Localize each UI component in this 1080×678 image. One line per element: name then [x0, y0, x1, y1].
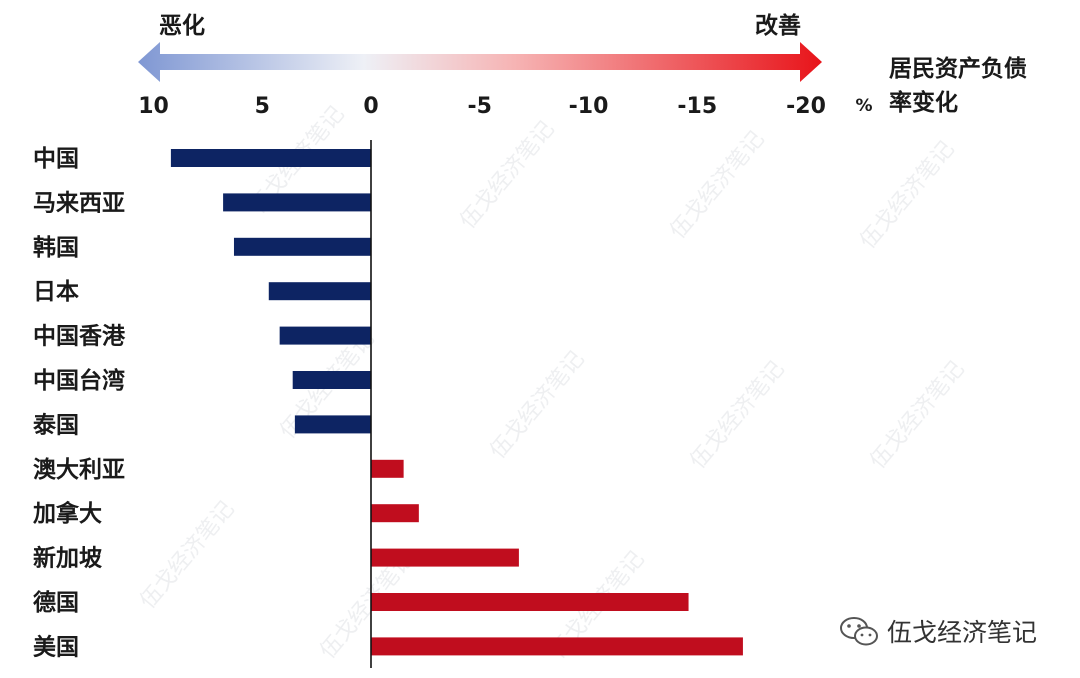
svg-text:伍戈经济笔记: 伍戈经济笔记 [135, 497, 239, 614]
svg-text:伍戈经济笔记: 伍戈经济笔记 [855, 137, 959, 254]
x-tick-labels: 10 5 0 -5 -10 -15 -20 [138, 94, 826, 119]
category-label-3: 日本 [33, 279, 79, 305]
arrow-right-label: 改善 [755, 12, 801, 39]
source-badge: 伍戈经济笔记 [840, 617, 1037, 647]
category-label-11: 美国 [33, 633, 79, 660]
x-axis-label-line2: 率变化 [889, 89, 958, 116]
bar-0 [170, 149, 371, 167]
x-tick-label-1: 5 [255, 94, 270, 119]
bar-3 [268, 282, 371, 301]
category-label-4: 中国香港 [33, 324, 126, 350]
x-tick-label-6: -20 [786, 94, 826, 119]
category-label-7: 澳大利亚 [33, 457, 125, 483]
watermark-layer: 伍戈经济笔记 伍戈经济笔记 伍戈经济笔记 伍戈经济笔记 伍戈经济笔记 伍戈经济笔… [135, 102, 969, 664]
x-axis-label-line1: 居民资产负债 [889, 55, 1027, 82]
source-text: 伍戈经济笔记 [887, 618, 1037, 647]
bar-7 [371, 459, 404, 478]
bar-1 [223, 193, 371, 212]
category-label-8: 加拿大 [32, 500, 102, 527]
svg-text:伍戈经济笔记: 伍戈经济笔记 [685, 357, 789, 474]
bar-5 [292, 371, 371, 389]
direction-arrow [138, 42, 822, 82]
svg-text:伍戈经济笔记: 伍戈经济笔记 [455, 117, 559, 234]
category-label-0: 中国 [33, 146, 79, 172]
category-label-2: 韩国 [33, 234, 79, 261]
bars [170, 149, 743, 656]
x-tick-label-4: -10 [569, 94, 609, 119]
category-label-6: 泰国 [32, 411, 79, 438]
bar-4 [279, 326, 371, 345]
category-label-1: 马来西亚 [33, 190, 125, 216]
svg-text:伍戈经济笔记: 伍戈经济笔记 [485, 347, 589, 464]
x-tick-label-2: 0 [363, 94, 378, 119]
x-tick-label-3: -5 [468, 94, 492, 119]
arrow-left-label: 恶化 [159, 12, 205, 39]
bar-11 [371, 637, 743, 656]
svg-text:伍戈经济笔记: 伍戈经济笔记 [665, 127, 769, 244]
bar-10 [371, 593, 689, 611]
x-axis-unit: % [855, 96, 872, 116]
x-tick-label-5: -15 [677, 94, 717, 119]
bar-8 [371, 504, 419, 523]
category-label-9: 新加坡 [33, 545, 102, 572]
x-tick-label-0: 10 [138, 94, 169, 119]
bar-9 [371, 548, 519, 567]
svg-text:伍戈经济笔记: 伍戈经济笔记 [865, 357, 969, 474]
category-label-10: 德国 [33, 589, 79, 616]
bar-2 [233, 237, 371, 256]
category-label-5: 中国台湾 [33, 367, 125, 394]
bar-6 [294, 415, 371, 434]
wechat-icon [840, 617, 878, 646]
